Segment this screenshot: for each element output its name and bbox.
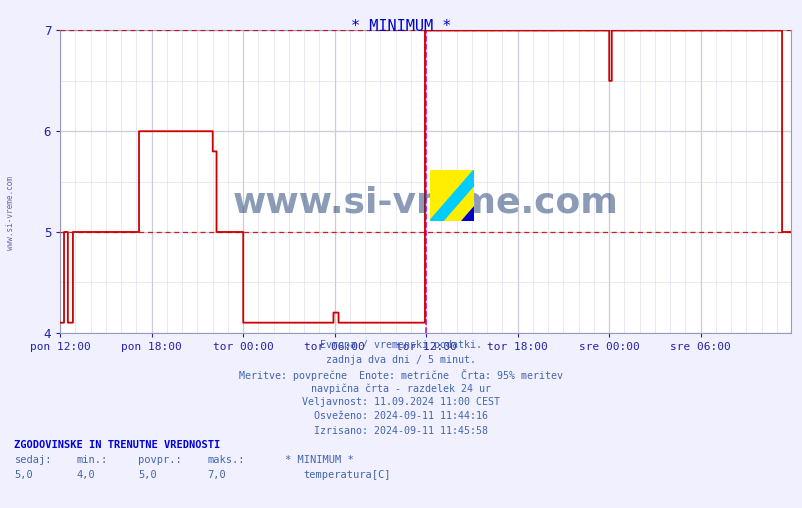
Text: Izrisano: 2024-09-11 11:45:58: Izrisano: 2024-09-11 11:45:58	[314, 426, 488, 436]
Text: maks.:: maks.:	[207, 455, 245, 465]
Text: www.si-vreme.com: www.si-vreme.com	[6, 176, 14, 250]
Text: min.:: min.:	[76, 455, 107, 465]
Text: 4,0: 4,0	[76, 470, 95, 480]
Polygon shape	[429, 170, 473, 221]
Text: povpr.:: povpr.:	[138, 455, 181, 465]
Text: zadnja dva dni / 5 minut.: zadnja dva dni / 5 minut.	[326, 355, 476, 365]
Text: 7,0: 7,0	[207, 470, 225, 480]
Text: * MINIMUM *: * MINIMUM *	[351, 19, 451, 35]
Text: Evropa / vremenski podatki.: Evropa / vremenski podatki.	[320, 340, 482, 351]
Text: 5,0: 5,0	[14, 470, 33, 480]
Text: Osveženo: 2024-09-11 11:44:16: Osveženo: 2024-09-11 11:44:16	[314, 411, 488, 422]
Text: navpična črta - razdelek 24 ur: navpična črta - razdelek 24 ur	[311, 383, 491, 394]
Polygon shape	[429, 170, 473, 221]
Polygon shape	[460, 206, 473, 221]
Text: Veljavnost: 11.09.2024 11:00 CEST: Veljavnost: 11.09.2024 11:00 CEST	[302, 397, 500, 407]
Text: temperatura[C]: temperatura[C]	[303, 470, 391, 480]
Text: sedaj:: sedaj:	[14, 455, 52, 465]
Text: * MINIMUM *: * MINIMUM *	[285, 455, 354, 465]
Text: ZGODOVINSKE IN TRENUTNE VREDNOSTI: ZGODOVINSKE IN TRENUTNE VREDNOSTI	[14, 439, 221, 450]
Text: Meritve: povprečne  Enote: metrične  Črta: 95% meritev: Meritve: povprečne Enote: metrične Črta:…	[239, 369, 563, 381]
Text: 5,0: 5,0	[138, 470, 156, 480]
Text: www.si-vreme.com: www.si-vreme.com	[233, 186, 618, 220]
